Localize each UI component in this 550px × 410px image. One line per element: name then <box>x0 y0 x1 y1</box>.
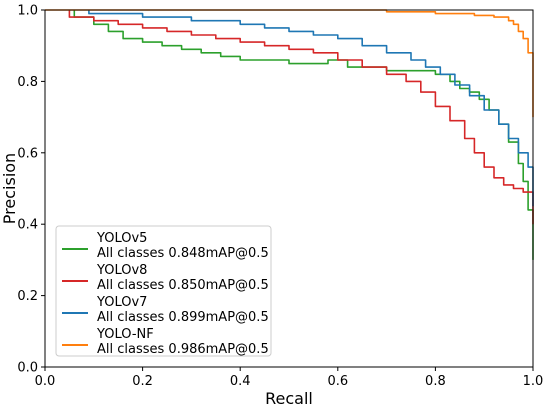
legend-series-map: All classes 0.850mAP@0.5 <box>97 278 269 293</box>
x-axis-label: Recall <box>265 389 313 408</box>
series-line-yolov7 <box>88 10 534 207</box>
legend-series-name: YOLOv8 <box>96 263 147 278</box>
plot-area <box>45 9 534 260</box>
legend-series-map: All classes 0.986mAP@0.5 <box>97 342 269 357</box>
x-tick-label: 1.0 <box>523 374 544 389</box>
legend-series-map: All classes 0.899mAP@0.5 <box>97 310 269 325</box>
y-tick-label: 0.4 <box>17 218 38 233</box>
legend-series-name: YOLOv7 <box>96 295 147 310</box>
legend-series-name: YOLO-NF <box>96 327 154 342</box>
y-tick-label: 0.8 <box>17 75 38 90</box>
y-tick-label: 0.6 <box>17 146 38 161</box>
axes-frame <box>44 9 534 368</box>
y-tick-label: 0.2 <box>17 289 38 304</box>
legend-series-map: All classes 0.848mAP@0.5 <box>97 246 269 261</box>
y-axis-label: Precision <box>0 153 19 224</box>
y-tick-label: 0.0 <box>17 361 38 376</box>
y-tick-label: 1.0 <box>17 4 38 19</box>
series-line-yolov8 <box>68 10 534 225</box>
x-tick-label: 0.0 <box>35 374 56 389</box>
x-tick-label: 0.8 <box>425 374 446 389</box>
legend-series-name: YOLOv5 <box>96 231 147 246</box>
axes: 0.0 0.2 0.4 0.6 0.8 1.0 0.0 0.2 0.4 0.6 0.8 1.0 Reca… <box>0 4 543 409</box>
x-tick-label: 0.4 <box>230 374 251 389</box>
legend-box <box>55 225 272 357</box>
x-tick-label: 0.2 <box>132 374 153 389</box>
x-tick-label: 0.6 <box>327 374 348 389</box>
